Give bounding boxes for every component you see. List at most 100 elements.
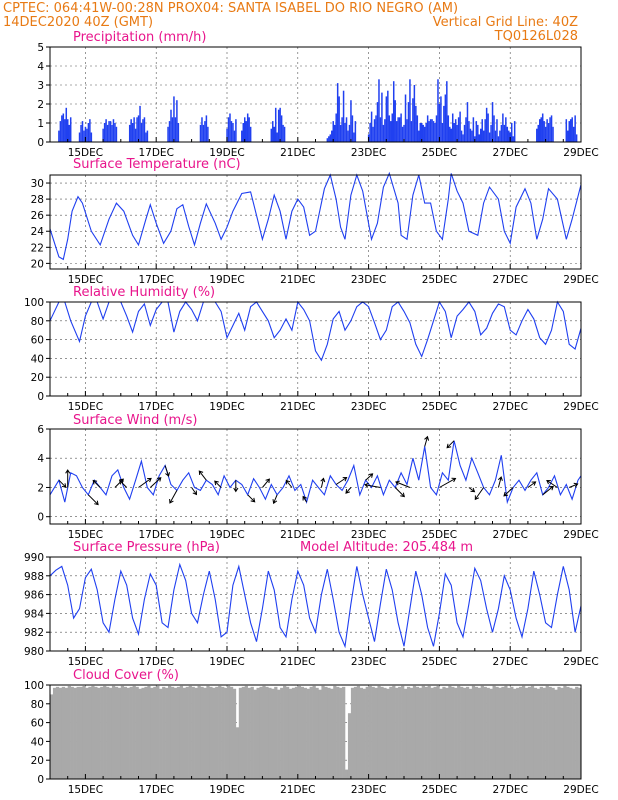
x-tick-label: 27DEC <box>492 656 527 668</box>
wind-vector-arrow <box>542 485 554 496</box>
precip-bar <box>89 119 91 142</box>
precip-bar <box>407 102 410 142</box>
y-tick-label: 30 <box>31 178 44 190</box>
cloud-cover-bar <box>179 685 184 779</box>
precip-bar <box>103 123 106 142</box>
y-tick-label: 100 <box>24 680 44 692</box>
location-header: CPTEC: 064:41W-00:28N PROX04: SANTA ISAB… <box>3 1 458 16</box>
cloud-cover-bar <box>542 687 546 779</box>
cloud-cover-bar <box>359 687 363 779</box>
precip-bar <box>493 115 495 142</box>
precip-bar <box>406 119 408 142</box>
cloud-cover-bar <box>138 688 142 779</box>
precip-bar <box>78 132 81 142</box>
precip-bar <box>204 121 206 142</box>
cloud-cover-bar <box>235 727 240 779</box>
precip-bar <box>270 128 273 142</box>
y-tick-label: 986 <box>24 590 44 602</box>
cloud-cover-bar <box>533 687 538 779</box>
precip-bar <box>550 115 553 142</box>
precip-bar <box>385 96 388 142</box>
wind-vector-arrow <box>497 476 503 488</box>
x-tick-label: 25DEC <box>422 147 457 159</box>
wind-vector-arrow <box>214 480 222 488</box>
cloud-cover-bar <box>85 687 89 779</box>
precip-bar <box>272 121 274 142</box>
precip-bar <box>434 123 436 142</box>
precip-bar <box>438 104 441 142</box>
y-tick-label: 984 <box>24 608 44 620</box>
cloud-cover-bar <box>409 687 414 779</box>
cloud-cover-bar <box>271 688 275 779</box>
x-tick-label: 15DEC <box>68 784 103 796</box>
cloud-cover-bar <box>575 686 579 779</box>
temperature-series-line <box>49 171 582 261</box>
precip-bar <box>437 79 439 142</box>
precip-bar <box>229 113 231 142</box>
cloud-cover-bar <box>433 686 437 779</box>
cloud-cover-bar <box>347 713 352 779</box>
cloud-cover-bar <box>168 685 172 779</box>
cloud-cover-bar <box>227 685 231 779</box>
precip-bar <box>348 124 351 142</box>
wind-vector-arrow <box>468 487 476 493</box>
cloud-cover-bar <box>330 688 334 779</box>
cloud-cover-bar <box>527 686 532 779</box>
precip-bar <box>419 123 422 142</box>
y-tick-label: 0 <box>37 137 44 149</box>
cloud-cover-bar <box>76 686 80 779</box>
cloud-cover-bar <box>55 686 60 779</box>
precip-bar <box>485 107 488 142</box>
cloud-cover-bar <box>353 686 358 779</box>
precip-bar <box>415 105 417 142</box>
pressure-title: Surface Pressure (hPa) <box>73 540 220 555</box>
precip-bar <box>391 113 393 142</box>
model-id: TQ0126L028 <box>494 29 578 44</box>
x-tick-label: 19DEC <box>209 401 244 413</box>
wind-vector-arrow <box>569 482 579 488</box>
precip-bar <box>115 126 118 142</box>
y-tick-label: 0 <box>37 391 44 403</box>
cloud-cover-bar <box>88 686 92 779</box>
precip-bar <box>350 100 352 142</box>
wind-vector-arrow <box>87 494 99 506</box>
wind-vector-arrow <box>345 487 352 494</box>
y-tick-label: 2 <box>37 99 44 111</box>
precip-bar <box>201 117 203 142</box>
x-tick-label: 29DEC <box>563 784 598 796</box>
cloud-cover-bar <box>554 689 558 779</box>
y-tick-label: 40 <box>31 736 44 748</box>
cloud-cover-bar <box>380 686 384 779</box>
precip-bar <box>451 113 454 142</box>
cloud-cover-bar <box>294 686 299 779</box>
cloud-cover-bar <box>150 687 154 779</box>
y-tick-label: 20 <box>31 755 44 767</box>
pressure-series-line <box>49 562 582 649</box>
precip-bar <box>226 128 228 142</box>
x-tick-label: 17DEC <box>138 529 173 541</box>
precip-bar <box>176 100 178 142</box>
cloud-cover-bar <box>117 687 122 779</box>
precip-bar <box>536 128 538 142</box>
y-tick-label: 988 <box>24 571 44 583</box>
precip-bar <box>478 134 481 142</box>
wind-title: Surface Wind (m/s) <box>73 413 197 428</box>
y-tick-label: 26 <box>31 210 45 222</box>
precip-bar <box>571 117 573 142</box>
y-tick-label: 20 <box>31 258 44 270</box>
humidity-series-line <box>49 300 582 362</box>
precip-bar <box>342 90 345 142</box>
wind-vector-arrow <box>446 440 455 449</box>
cloud-cover-bar <box>162 686 166 779</box>
precip-bar <box>404 94 407 142</box>
cloud-cover-bar <box>572 688 576 779</box>
cloud-cover-bar <box>465 686 470 779</box>
wind-vector-arrow <box>474 487 485 501</box>
cloud-cover-bar <box>218 685 222 779</box>
cloud-cover-bar <box>427 685 431 779</box>
precip-bar <box>449 126 451 142</box>
precip-bar <box>482 130 485 142</box>
cloud-cover-bar <box>324 686 328 779</box>
precip-bar <box>477 124 479 142</box>
precip-bar <box>508 130 510 142</box>
